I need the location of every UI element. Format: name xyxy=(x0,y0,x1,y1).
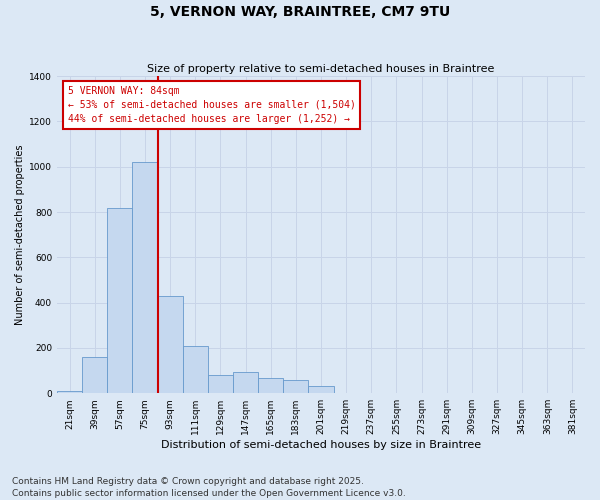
Bar xyxy=(258,378,283,393)
Bar xyxy=(208,375,233,393)
Text: 5 VERNON WAY: 84sqm
← 53% of semi-detached houses are smaller (1,504)
44% of sem: 5 VERNON WAY: 84sqm ← 53% of semi-detach… xyxy=(68,86,355,124)
Bar xyxy=(183,346,208,393)
Bar xyxy=(283,380,308,393)
Text: Contains HM Land Registry data © Crown copyright and database right 2025.
Contai: Contains HM Land Registry data © Crown c… xyxy=(12,476,406,498)
Title: Size of property relative to semi-detached houses in Braintree: Size of property relative to semi-detach… xyxy=(148,64,495,74)
Bar xyxy=(233,372,258,393)
Y-axis label: Number of semi-detached properties: Number of semi-detached properties xyxy=(15,144,25,325)
Bar xyxy=(57,391,82,393)
Bar xyxy=(308,386,334,393)
Bar xyxy=(133,162,158,393)
Bar xyxy=(158,296,183,393)
Text: 5, VERNON WAY, BRAINTREE, CM7 9TU: 5, VERNON WAY, BRAINTREE, CM7 9TU xyxy=(150,5,450,19)
X-axis label: Distribution of semi-detached houses by size in Braintree: Distribution of semi-detached houses by … xyxy=(161,440,481,450)
Bar xyxy=(82,357,107,393)
Bar xyxy=(107,208,133,393)
